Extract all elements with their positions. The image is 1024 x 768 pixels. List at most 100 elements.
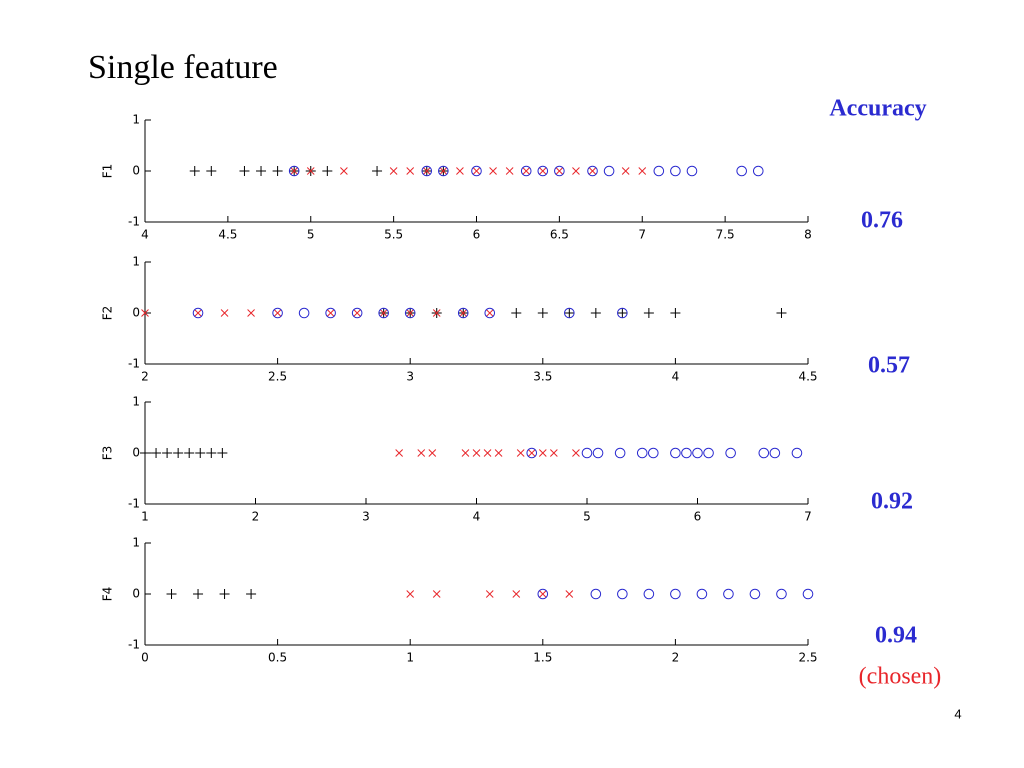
point — [643, 588, 655, 600]
point — [638, 167, 647, 175]
point — [692, 447, 703, 459]
x-tick-label: 2.5 — [268, 370, 287, 384]
point — [516, 449, 525, 457]
point — [406, 590, 415, 598]
point — [564, 308, 575, 318]
point — [389, 167, 398, 175]
point — [752, 165, 764, 177]
point — [353, 309, 362, 317]
point — [206, 166, 217, 176]
point — [653, 165, 665, 177]
point — [461, 449, 470, 457]
point — [526, 447, 538, 459]
point — [670, 165, 681, 177]
point — [581, 447, 593, 459]
slide-title: Single feature — [88, 49, 278, 86]
y-axis-label: F2 — [101, 306, 115, 321]
point — [417, 449, 426, 457]
point — [617, 307, 628, 319]
point — [173, 448, 184, 458]
point — [603, 165, 615, 177]
point — [472, 449, 481, 457]
point — [406, 309, 415, 317]
point — [247, 309, 255, 317]
note: (chosen) — [859, 664, 942, 690]
point — [776, 588, 787, 600]
point — [565, 590, 574, 598]
point — [439, 167, 448, 175]
y-axis-label: F1 — [101, 164, 115, 179]
point — [670, 308, 681, 318]
x-tick-label: 1.5 — [533, 651, 552, 665]
point — [219, 589, 230, 599]
point — [141, 309, 149, 317]
point — [256, 166, 267, 176]
point — [406, 167, 415, 175]
point — [590, 308, 601, 318]
point — [288, 165, 300, 177]
point — [485, 590, 494, 598]
accuracy: 0.76 — [861, 208, 903, 234]
point — [537, 588, 549, 600]
y-axis-label: F3 — [101, 446, 115, 461]
point — [421, 165, 433, 177]
point — [372, 166, 383, 176]
point — [520, 165, 532, 177]
point — [471, 165, 482, 177]
x-tick-label: 0.5 — [268, 651, 287, 665]
point — [614, 447, 626, 459]
point — [670, 588, 681, 600]
x-tick-label: 4.5 — [798, 370, 817, 384]
x-tick-label: 2 — [672, 651, 680, 665]
y-tick-label: 1 — [132, 113, 140, 127]
point — [325, 307, 336, 319]
point — [184, 448, 195, 458]
x-tick-label: 1 — [141, 510, 149, 524]
y-tick-label: 1 — [132, 255, 140, 269]
point — [537, 308, 548, 318]
y-tick-label: 0 — [132, 164, 140, 178]
point — [298, 307, 310, 319]
point — [166, 589, 177, 599]
page-number: 4 — [954, 706, 961, 721]
point — [538, 167, 547, 175]
y-axis-label: F4 — [101, 587, 115, 602]
point — [617, 588, 628, 600]
x-tick-label: 5 — [583, 510, 591, 524]
point — [272, 166, 283, 176]
point — [494, 449, 503, 457]
point — [587, 165, 598, 177]
point — [538, 590, 547, 598]
point — [472, 167, 481, 175]
point — [273, 309, 282, 317]
point — [378, 307, 389, 319]
point — [217, 448, 228, 458]
point — [512, 590, 521, 598]
point — [189, 166, 200, 176]
point — [326, 309, 335, 317]
point — [791, 447, 803, 459]
point — [239, 166, 250, 176]
point — [489, 167, 497, 175]
x-tick-label: 4 — [672, 370, 680, 384]
point — [195, 448, 206, 458]
x-tick-label: 2 — [252, 510, 260, 524]
y-tick-label: 1 — [132, 536, 140, 550]
point — [703, 447, 714, 459]
point — [696, 588, 708, 600]
point — [723, 588, 734, 600]
y-tick-label: 1 — [132, 395, 140, 409]
point — [621, 167, 630, 175]
point — [511, 308, 522, 318]
point — [422, 167, 431, 175]
x-tick-label: 3.5 — [533, 370, 552, 384]
point — [432, 309, 441, 317]
point — [192, 307, 204, 319]
point — [505, 167, 514, 175]
point — [290, 167, 299, 175]
point — [140, 448, 150, 458]
point — [456, 167, 464, 175]
x-tick-label: 4.5 — [218, 228, 237, 242]
x-tick-label: 6 — [694, 510, 702, 524]
